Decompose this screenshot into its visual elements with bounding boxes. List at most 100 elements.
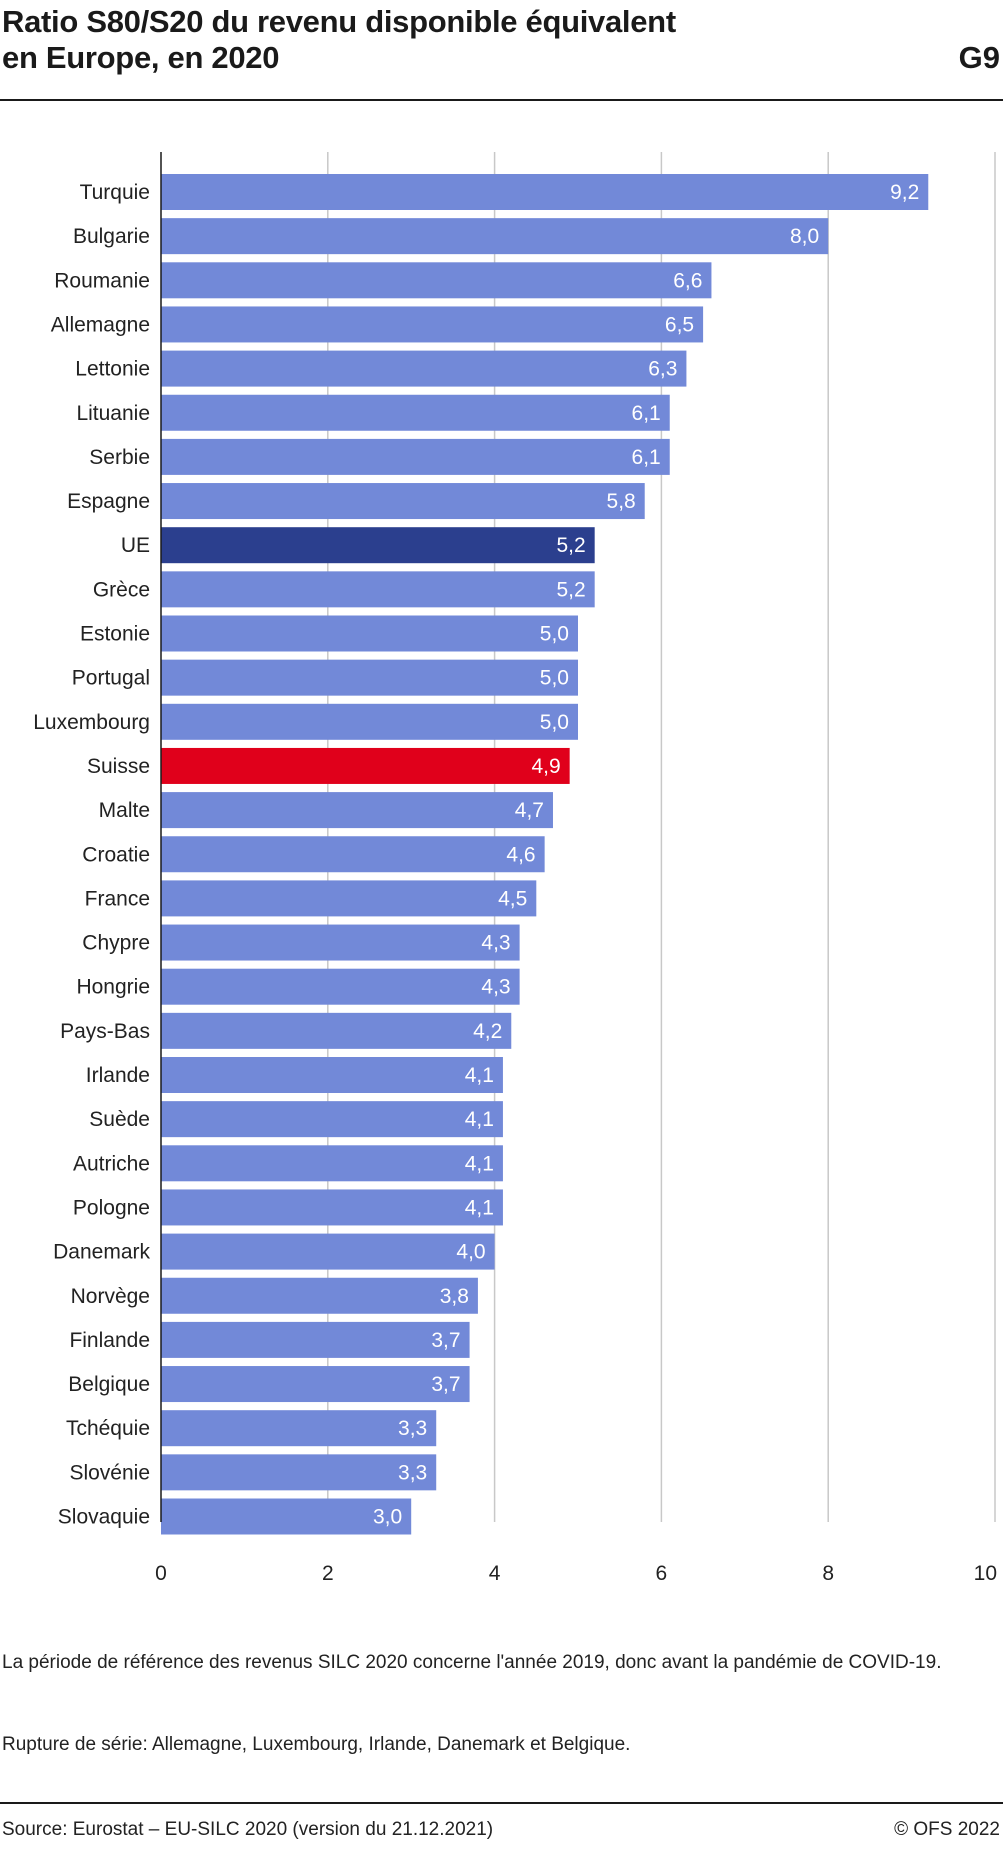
x-axis-ticks: 0 2 4 6 8 10 — [155, 1562, 997, 1585]
bar-pologne — [161, 1189, 503, 1226]
bar-luxembourg — [161, 703, 578, 740]
bar-irlande — [161, 1057, 503, 1093]
category-label: Irlande — [86, 1064, 150, 1087]
category-label: Croatie — [82, 843, 150, 866]
value-label: 5,2 — [556, 578, 585, 601]
value-label: 6,3 — [648, 358, 677, 381]
category-label: Slovénie — [69, 1461, 150, 1484]
value-label: 4,7 — [515, 799, 544, 822]
value-label: 4,6 — [506, 843, 535, 866]
category-label: Turquie — [80, 181, 150, 204]
value-label: 3,8 — [440, 1285, 469, 1308]
bar-ue — [161, 527, 595, 564]
copyright-text: © OFS 2022 — [894, 1819, 1000, 1840]
note-series-break: Rupture de série: Allemagne, Luxembourg,… — [2, 1734, 631, 1755]
value-label: 3,7 — [431, 1373, 460, 1396]
category-label: Pologne — [73, 1196, 150, 1219]
bar-chypre — [161, 924, 520, 961]
category-label: Roumanie — [54, 269, 150, 292]
bar-roumanie — [161, 262, 712, 299]
category-label: Tchéquie — [66, 1417, 150, 1440]
bar-espagne — [161, 483, 645, 520]
x-tick-label: 10 — [974, 1562, 997, 1585]
bottom-divider — [0, 1802, 1003, 1804]
category-label: Espagne — [67, 490, 150, 513]
category-label: Lettonie — [75, 358, 150, 381]
category-label: Allemagne — [51, 313, 150, 336]
category-label: Bulgarie — [73, 225, 150, 248]
value-label: 4,3 — [481, 976, 510, 999]
category-label: Lituanie — [76, 402, 150, 425]
category-label: Autriche — [73, 1152, 150, 1175]
category-label: Belgique — [68, 1373, 150, 1396]
value-label: 3,7 — [431, 1329, 460, 1352]
x-tick-label: 8 — [822, 1562, 834, 1585]
value-label: 5,2 — [556, 534, 585, 557]
chart-title-line2: en Europe, en 2020 — [2, 40, 280, 75]
category-label: Suisse — [87, 755, 150, 778]
category-label: Estonie — [80, 623, 150, 646]
bar-slovaquie — [161, 1498, 412, 1535]
x-tick-label: 2 — [322, 1562, 334, 1585]
value-label: 4,2 — [473, 1020, 502, 1043]
chart-title-line1: Ratio S80/S20 du revenu disponible équiv… — [2, 4, 676, 39]
value-label: 3,3 — [398, 1461, 427, 1484]
chart-code: G9 — [958, 40, 1000, 75]
value-label: 6,5 — [665, 313, 694, 336]
bar-hongrie — [161, 968, 520, 1005]
category-label: Finlande — [69, 1329, 150, 1352]
value-label: 6,1 — [632, 402, 661, 425]
value-label: 5,0 — [540, 711, 569, 734]
category-label: Portugal — [72, 667, 150, 690]
category-label: Suède — [89, 1108, 150, 1131]
bar-serbie — [161, 438, 670, 475]
x-tick-label: 0 — [155, 1562, 167, 1585]
x-tick-label: 4 — [489, 1562, 501, 1585]
value-label: 4,1 — [465, 1152, 494, 1175]
x-tick-label: 6 — [656, 1562, 668, 1585]
category-label: Luxembourg — [33, 711, 150, 734]
bar-chart: Turquie Bulgarie Roumanie Allemagne Lettonie… — [33, 152, 997, 1585]
bar-danemark — [161, 1233, 495, 1270]
value-labels: 9,2 8,0 6,6 6,5 6,3 6,1 6,1 5,8 5,2 5,2 5,0 5,0 5,0 4… — [373, 181, 919, 1529]
bar-allemagne — [161, 306, 704, 343]
value-label: 6,6 — [673, 269, 702, 292]
category-labels: Turquie Bulgarie Roumanie Allemagne Lettonie… — [33, 181, 150, 1529]
note-reference-period: La période de référence des revenus SILC… — [2, 1652, 942, 1673]
category-label: Serbie — [89, 446, 150, 469]
category-label: Norvège — [71, 1285, 150, 1308]
category-label: Hongrie — [76, 976, 150, 999]
bar-bulgarie — [161, 218, 829, 255]
category-label: Malte — [99, 799, 150, 822]
value-label: 8,0 — [790, 225, 819, 248]
category-label: Chypre — [82, 932, 150, 955]
bar-lituanie — [161, 394, 670, 431]
bar-lettonie — [161, 350, 687, 387]
chart-title: Ratio S80/S20 du revenu disponible équiv… — [2, 4, 762, 76]
value-label: 4,1 — [465, 1108, 494, 1131]
value-label: 4,0 — [456, 1241, 485, 1264]
category-label: Pays-Bas — [60, 1020, 150, 1043]
category-label: Slovaquie — [58, 1506, 150, 1529]
top-divider — [0, 99, 1003, 101]
bar-portugal — [161, 659, 578, 696]
value-label: 6,1 — [632, 446, 661, 469]
bar-france — [161, 880, 537, 917]
value-label: 3,0 — [373, 1506, 402, 1529]
bar-tchéquie — [161, 1410, 437, 1447]
bar-suède — [161, 1101, 503, 1138]
bar-suisse — [161, 747, 570, 784]
value-label: 4,1 — [465, 1196, 494, 1219]
bar-pays-bas — [161, 1012, 512, 1049]
category-label: UE — [121, 534, 150, 557]
category-label: Danemark — [53, 1241, 150, 1264]
category-label: France — [85, 887, 150, 910]
source-text: Source: Eurostat – EU-SILC 2020 (version… — [2, 1819, 494, 1840]
value-label: 3,3 — [398, 1417, 427, 1440]
value-label: 5,0 — [540, 623, 569, 646]
value-label: 5,8 — [607, 490, 636, 513]
value-label: 9,2 — [890, 181, 919, 204]
bar-estonie — [161, 615, 578, 652]
bar-turquie — [161, 174, 929, 210]
bar-croatie — [161, 836, 545, 873]
